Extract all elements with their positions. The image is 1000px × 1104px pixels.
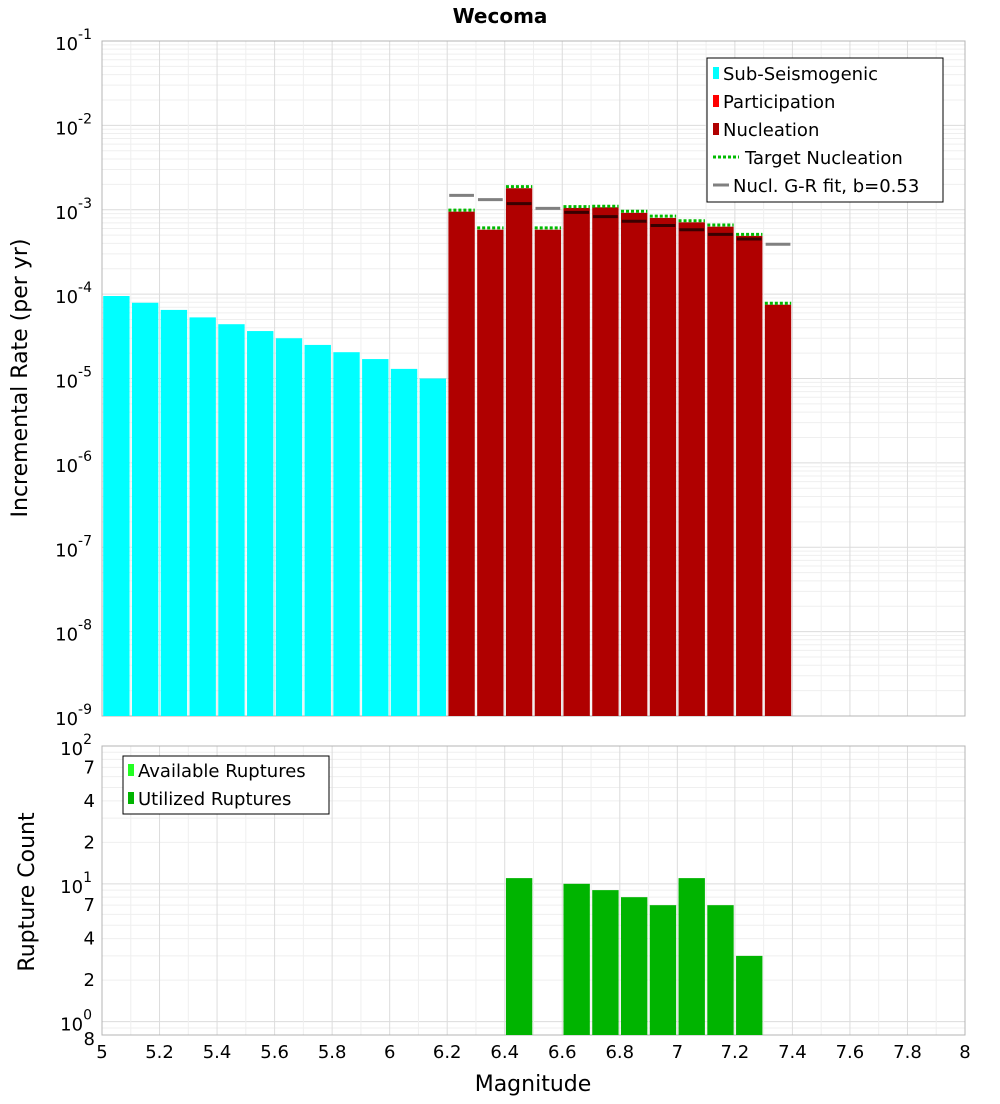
x-tick-label-9: 6.8: [605, 1042, 634, 1063]
bar-nucleation-6: [621, 212, 648, 716]
legend-label-participation: Participation: [723, 92, 835, 113]
count-y-tick-major-1: 101: [60, 870, 92, 898]
count-y-tick-major-2: 102: [60, 732, 92, 760]
rate-y-tick-label-5: 10-4: [55, 280, 92, 308]
legend-swatch-sub-seismogenic: [713, 67, 719, 79]
count-plot-area: [101, 745, 966, 1036]
x-tick-label-15: 8: [959, 1042, 970, 1063]
legend-label-utilized: Utilized Ruptures: [138, 789, 291, 810]
bar-sub-seismogenic-8: [333, 352, 360, 716]
count-y-tick-minor-2: 4: [84, 929, 95, 950]
bar-nucleation-3: [534, 229, 562, 717]
bar-utilized-5: [678, 878, 705, 1035]
rate-y-tick-label-4: 10-5: [55, 365, 92, 393]
legend-label-gr-fit: Nucl. G-R fit, b=0.53: [733, 176, 919, 197]
x-axis-title: Magnitude: [475, 1072, 592, 1097]
rate-y-tick-label-2: 10-7: [55, 533, 92, 561]
count-bars: [505, 878, 763, 1035]
bar-utilized-7: [736, 955, 763, 1035]
rate-y-tick-label-8: 10-1: [55, 27, 92, 55]
bar-utilized-4: [649, 905, 677, 1035]
legend-label-target-nucleation: Target Nucleation: [744, 148, 903, 169]
bar-sub-seismogenic-5: [247, 331, 274, 716]
rate-y-tick-label-7: 10-2: [55, 111, 92, 139]
count-y-tick-minor-4: 2: [84, 832, 95, 853]
bar-sub-seismogenic-0: [103, 296, 130, 716]
count-y-tick-minor-6: 7: [84, 757, 95, 778]
bar-nucleation-7: [649, 217, 677, 716]
bar-nucleation-11: [764, 304, 792, 716]
bar-nucleation-4: [563, 207, 590, 716]
count-y-tick-minor-1: 2: [84, 970, 95, 991]
bar-nucleation-0: [448, 211, 475, 716]
bar-nucleation-10: [736, 235, 763, 716]
count-y-tick-major-0: 100: [60, 1008, 92, 1036]
bar-sub-seismogenic-6: [275, 338, 303, 716]
rate-y-tick-label-3: 10-6: [55, 449, 92, 477]
bar-utilized-0: [505, 878, 533, 1035]
bar-utilized-2: [592, 890, 619, 1035]
count-legend: Available Ruptures Utilized Ruptures: [122, 755, 330, 815]
legend-swatch-utilized: [128, 792, 134, 804]
x-tick-label-11: 7.2: [721, 1042, 750, 1063]
x-tick-label-12: 7.4: [778, 1042, 807, 1063]
count-y-tick-minor-3: 7: [84, 895, 95, 916]
x-tick-label-14: 7.8: [893, 1042, 922, 1063]
rate-y-axis-title: Incremental Rate (per yr): [8, 239, 33, 518]
rate-plot-area: [101, 40, 966, 717]
x-tick-label-7: 6.4: [490, 1042, 519, 1063]
rate-legend: Sub-Seismogenic Participation Nucleation…: [706, 57, 944, 203]
legend-swatch-nucleation: [713, 123, 719, 135]
rate-y-tick-label-1: 10-8: [55, 618, 92, 646]
rate-y-tick-label-0: 10-9: [55, 702, 92, 730]
bar-sub-seismogenic-2: [160, 309, 188, 716]
chart-title: Wecoma: [453, 4, 548, 28]
bar-nucleation-5: [592, 207, 619, 716]
x-tick-label-2: 5.4: [203, 1042, 232, 1063]
x-tick-label-13: 7.6: [836, 1042, 865, 1063]
rate-y-ticks: 10-9 10-8 10-7 10-6 10-5 10-4 10-3 10-2 10-1: [55, 27, 92, 730]
bar-nucleation-9: [707, 226, 734, 716]
bar-sub-seismogenic-4: [218, 324, 245, 716]
bar-nucleation-8: [678, 222, 705, 716]
bar-sub-seismogenic-11: [419, 378, 446, 716]
bar-sub-seismogenic-7: [304, 344, 331, 716]
x-tick-label-8: 6.6: [548, 1042, 577, 1063]
bar-nucleation-1: [477, 229, 504, 717]
legend-label-sub-seismogenic: Sub-Seismogenic: [723, 64, 878, 85]
bar-sub-seismogenic-3: [189, 317, 216, 716]
bar-utilized-1: [563, 883, 590, 1035]
bar-sub-seismogenic-1: [131, 302, 159, 716]
x-tick-label-0: 5: [96, 1042, 107, 1063]
x-tick-label-10: 7: [672, 1042, 683, 1063]
rate-bars: [103, 185, 792, 717]
x-tick-label-3: 5.6: [260, 1042, 289, 1063]
bar-utilized-3: [621, 897, 648, 1035]
rate-y-tick-label-6: 10-3: [55, 196, 92, 224]
bar-sub-seismogenic-9: [362, 359, 389, 716]
count-x-ticks: 5 5.2 5.4 5.6 5.8 6 6.2 6.4 6.6 6.8 7 7.2 7.4 7.6 7.8 8: [96, 1042, 970, 1063]
legend-label-available: Available Ruptures: [138, 761, 306, 782]
bar-sub-seismogenic-10: [390, 368, 418, 716]
x-tick-label-4: 5.8: [318, 1042, 347, 1063]
bar-nucleation-2: [505, 188, 533, 717]
count-y-tick-minor-5: 4: [84, 791, 95, 812]
legend-label-nucleation: Nucleation: [723, 120, 819, 141]
x-tick-label-5: 6: [384, 1042, 395, 1063]
count-y-axis-title: Rupture Count: [15, 812, 40, 972]
legend-swatch-participation: [713, 95, 719, 107]
count-y-tick-minor-0: 8: [84, 1029, 95, 1050]
count-y-ticks: 100 101 102 8 2 4 7 2 4 7: [60, 732, 95, 1050]
x-tick-label-6: 6.2: [433, 1042, 462, 1063]
legend-swatch-available: [128, 764, 134, 776]
bar-utilized-6: [707, 905, 734, 1035]
x-tick-label-1: 5.2: [145, 1042, 174, 1063]
